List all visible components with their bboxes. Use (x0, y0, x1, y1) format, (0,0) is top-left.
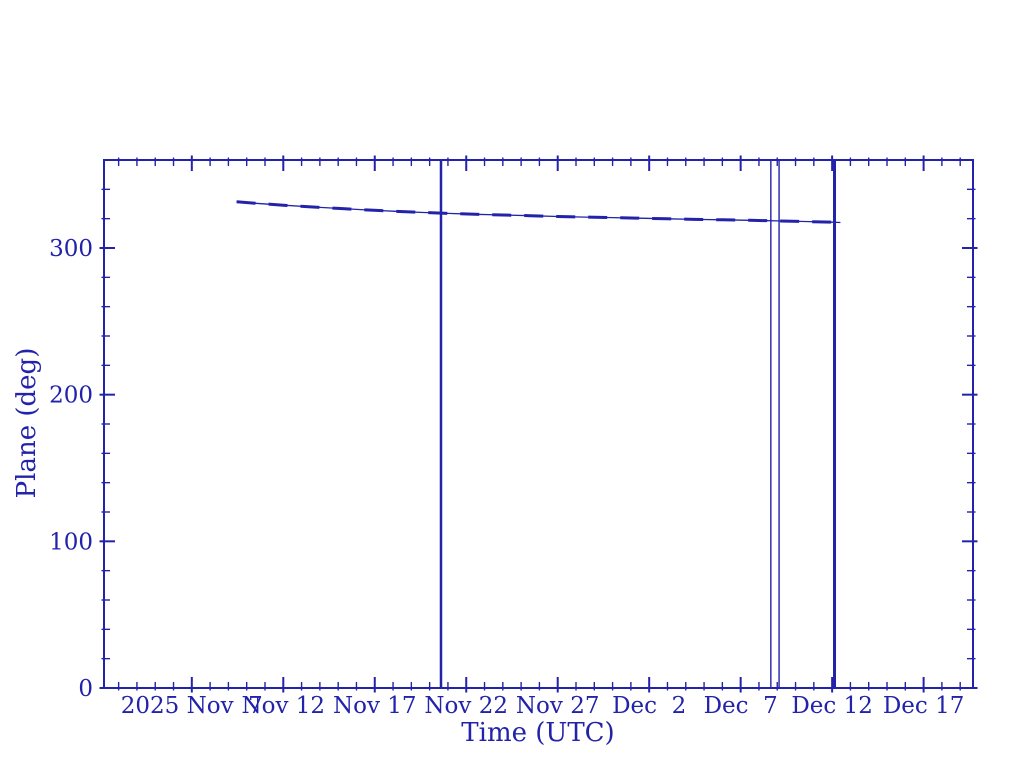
x-axis-label: Time (UTC) (461, 718, 614, 748)
y-tick-label: 0 (78, 676, 93, 702)
x-tick-label: Nov 22 (424, 693, 508, 719)
x-tick-label: Dec 2 (612, 693, 686, 719)
y-tick-label: 100 (49, 529, 93, 555)
x-tick-label: Nov 17 (333, 693, 417, 719)
y-tick-label: 200 (49, 383, 93, 409)
axes-box-and-ticks (99, 155, 978, 693)
x-tick-label: Nov 27 (516, 693, 600, 719)
data-series (236, 200, 841, 224)
x-tick-label: Dec 12 (791, 693, 873, 719)
y-tick-label: 300 (49, 236, 93, 262)
x-tick-label: Dec 17 (883, 693, 965, 719)
x-tick-label: Nov 12 (242, 693, 326, 719)
axes-box (103, 159, 974, 689)
y-axis-label: Plane (deg) (12, 348, 42, 499)
x-tick-label: 2025 Nov 7 (121, 693, 263, 719)
x-tick-label: Dec 7 (704, 693, 778, 719)
series-plane-angle-dashed-overlay (236, 200, 841, 224)
event-vertical-lines (439, 160, 837, 688)
